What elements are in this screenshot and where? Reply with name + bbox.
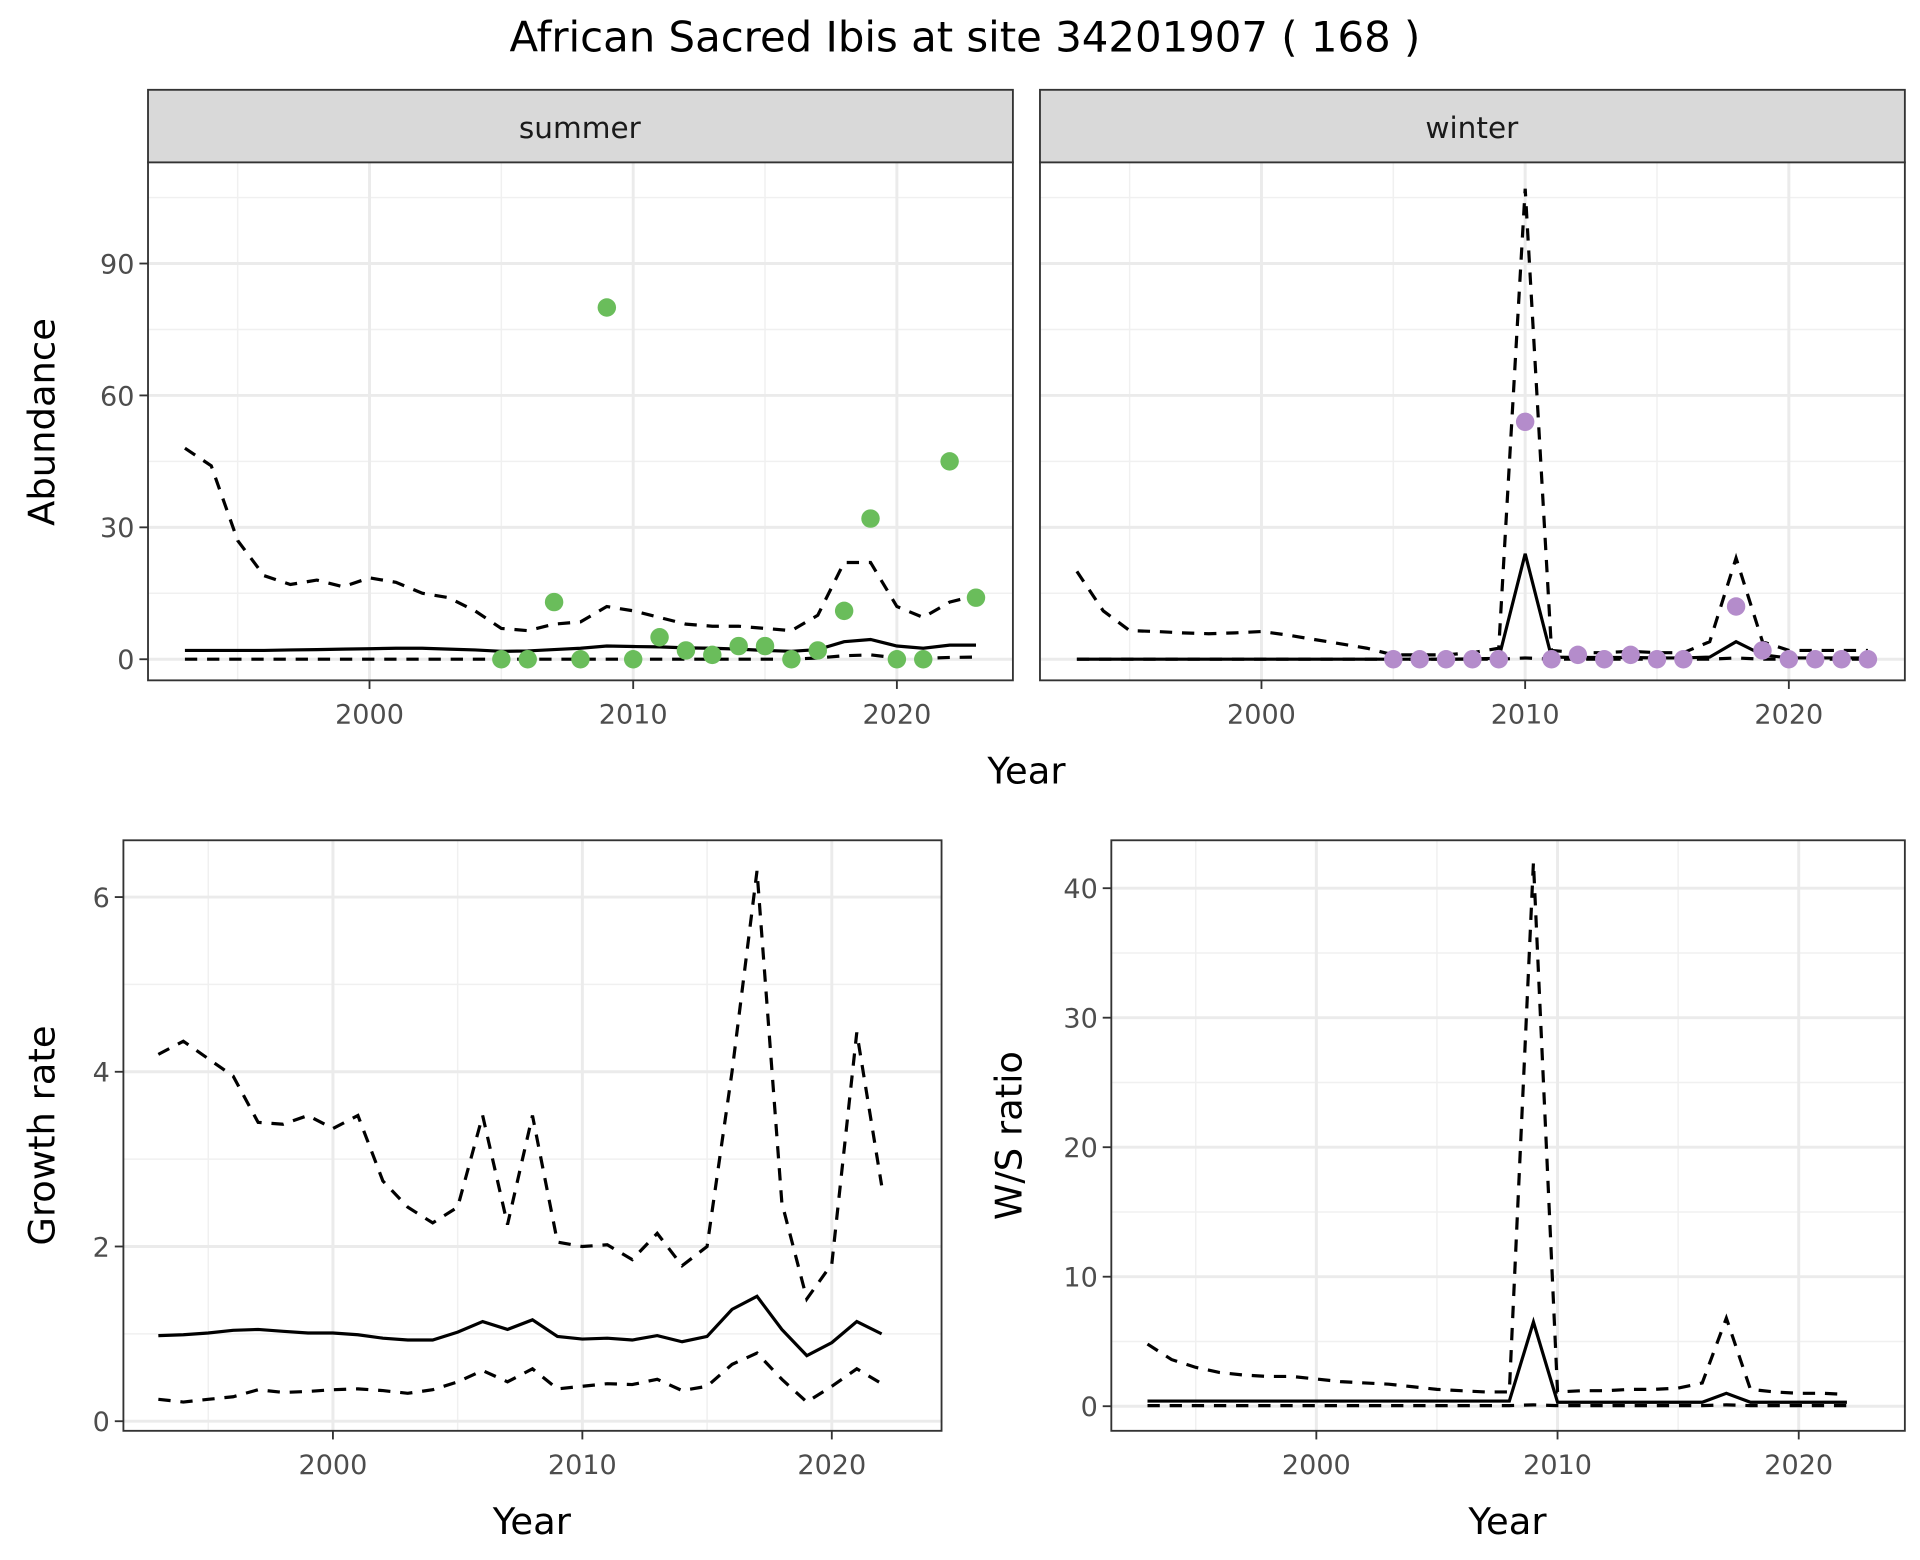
mean-line <box>158 1294 883 1358</box>
y-tick-label: 90 <box>100 249 134 280</box>
data-point <box>887 650 907 669</box>
x-tick-label: 2000 <box>1227 699 1296 730</box>
data-point <box>1542 650 1561 669</box>
data-point <box>676 641 696 660</box>
plot-background <box>123 840 942 1431</box>
chart-title: African Sacred Ibis at site 34201907 ( 1… <box>509 13 1420 62</box>
strip-winter <box>1039 88 1906 164</box>
x-axis-title-top: Year <box>986 750 1066 793</box>
y-tick-label: 0 <box>1081 1392 1098 1423</box>
plot-background <box>148 162 1013 681</box>
data-point <box>808 641 828 660</box>
lower-bound-line <box>158 1351 883 1405</box>
data-point <box>834 601 854 621</box>
x-tick-label: 2020 <box>1764 1450 1833 1481</box>
plot-background <box>1039 162 1905 681</box>
data-point <box>1779 650 1799 669</box>
data-point <box>1726 597 1746 616</box>
panel-border <box>1110 839 1906 1432</box>
upper-bound-line <box>157 870 884 1303</box>
y-axis-title-growth: Growth rate <box>21 1025 64 1245</box>
data-point <box>1805 650 1825 669</box>
x-axis-title-ws: Year <box>1467 1500 1547 1543</box>
strip-label-winter: winter <box>1425 111 1519 145</box>
data-point <box>914 650 933 669</box>
data-point <box>1410 650 1429 669</box>
data-point <box>1515 412 1535 432</box>
data-point <box>1753 641 1772 660</box>
x-tick-label: 2020 <box>862 699 931 730</box>
panel-border <box>1039 161 1906 682</box>
mean-line <box>1147 1316 1847 1404</box>
x-tick-label: 2010 <box>599 699 668 730</box>
plot-panel-2: 2000 2010 2020 0 2 4 6 <box>93 839 943 1481</box>
panel-border <box>147 161 1014 682</box>
panel-summer: summer <box>147 88 1014 164</box>
data-point <box>1858 650 1878 669</box>
data-point <box>571 650 590 669</box>
strip-summer <box>147 88 1014 164</box>
x-axis-title-growth: Year <box>492 1500 572 1543</box>
x-tick-label: 2000 <box>1282 1450 1351 1481</box>
plot-background <box>1111 840 1905 1431</box>
y-tick-label: 40 <box>1063 874 1097 905</box>
data-point <box>544 592 564 612</box>
data-point <box>782 650 801 669</box>
y-tick-label: 0 <box>93 1407 110 1438</box>
mean-line <box>184 637 976 653</box>
panel-border <box>122 839 943 1432</box>
y-tick-label: 20 <box>1063 1133 1097 1164</box>
lower-bound-line <box>1147 1403 1847 1408</box>
plot-panel-3: 2000 2010 2020 0 10 20 30 40 <box>1063 839 1906 1481</box>
strip-label-summer: summer <box>519 111 642 145</box>
data-point <box>1832 650 1851 669</box>
panel-winter: winter <box>1039 88 1906 164</box>
y-tick-label: 0 <box>117 645 134 676</box>
x-tick-label: 2010 <box>1491 699 1560 730</box>
data-point <box>1621 645 1640 665</box>
data-point <box>703 645 722 665</box>
data-point <box>729 636 748 656</box>
y-axis-title-ws: W/S ratio <box>988 1051 1031 1220</box>
data-point <box>1489 650 1509 669</box>
upper-bound-line <box>184 446 977 633</box>
data-point <box>755 636 775 656</box>
data-point <box>1463 650 1482 669</box>
y-tick-label: 4 <box>93 1058 110 1089</box>
data-point <box>623 650 643 669</box>
data-point <box>597 298 617 317</box>
plot-panel-0: 2000 2010 2020 0 30 60 90 <box>100 161 1014 730</box>
data-point <box>861 509 880 528</box>
data-point <box>1674 650 1693 669</box>
y-axis-title-abundance: Abundance <box>21 318 64 526</box>
y-tick-label: 60 <box>100 381 134 412</box>
x-tick-label: 2020 <box>1754 699 1823 730</box>
plot-panel-1: 2000 2010 2020 <box>1039 161 1906 730</box>
x-tick-label: 2010 <box>548 1450 617 1481</box>
data-point <box>1595 650 1614 669</box>
y-tick-label: 30 <box>1063 1004 1097 1035</box>
data-point <box>650 628 669 647</box>
data-point <box>518 650 537 669</box>
y-tick-label: 10 <box>1063 1263 1097 1294</box>
x-tick-label: 2010 <box>1523 1450 1592 1481</box>
x-tick-label: 2020 <box>797 1450 866 1481</box>
y-tick-label: 6 <box>93 883 110 914</box>
data-point <box>1647 650 1667 669</box>
data-point <box>1568 645 1588 665</box>
data-point <box>966 588 986 607</box>
x-tick-label: 2000 <box>299 1450 368 1481</box>
data-point <box>1384 650 1403 669</box>
y-tick-label: 2 <box>93 1232 110 1263</box>
data-point <box>940 452 959 471</box>
y-tick-label: 30 <box>100 513 134 544</box>
x-tick-label: 2000 <box>335 699 404 730</box>
data-point <box>492 650 511 669</box>
data-point <box>1436 650 1456 669</box>
upper-bound-line <box>1146 862 1847 1397</box>
